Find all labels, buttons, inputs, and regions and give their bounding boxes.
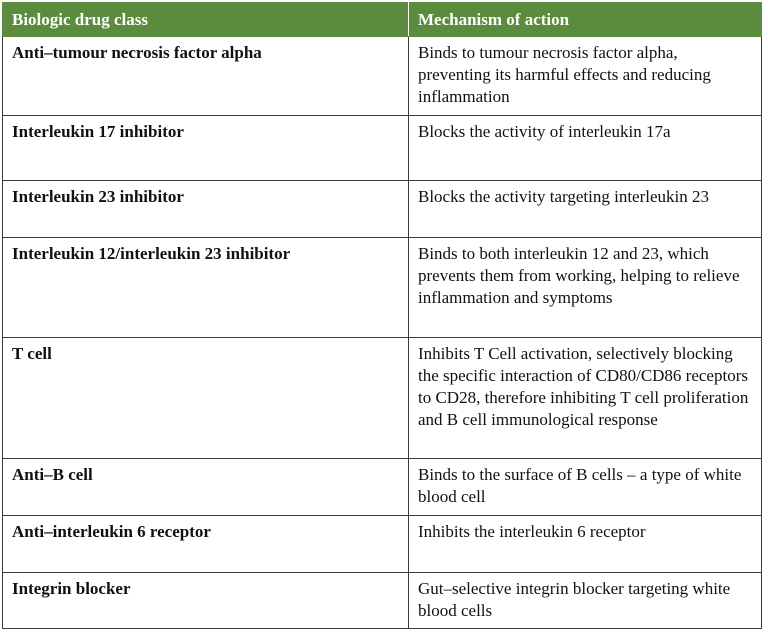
table-row: Anti–B cell Binds to the surface of B cel… [2, 458, 762, 516]
mechanism-cell: Blocks the activity of interleukin 17a [408, 115, 762, 181]
table-row: Interleukin 12/interleukin 23 inhibitor B… [2, 237, 762, 338]
header-cell: Mechanism of action [408, 2, 762, 37]
mechanism-cell: Inhibits the interleukin 6 receptor [408, 515, 762, 573]
mechanism-cell: Binds to both interleukin 12 and 23, whi… [408, 237, 762, 338]
mechanism-cell: Binds to the surface of B cells – a type… [408, 458, 762, 516]
mechanism-cell: Binds to tumour necrosis factor alpha, p… [408, 36, 762, 116]
table-body: Anti–tumour necrosis factor alpha Binds t… [2, 36, 762, 629]
drug-class-cell: Anti–tumour necrosis factor alpha [2, 36, 409, 116]
table-row: Interleukin 17 inhibitor Blocks the activ… [2, 115, 762, 181]
drug-class-cell: Interleukin 17 inhibitor [2, 115, 409, 181]
header-cell: Biologic drug class [2, 2, 409, 37]
mechanism-cell: Gut–selective integrin blocker targeting… [408, 572, 762, 629]
drug-class-cell: Interleukin 12/interleukin 23 inhibitor [2, 237, 409, 338]
drug-class-cell: Anti–B cell [2, 458, 409, 516]
drug-class-cell: Anti–interleukin 6 receptor [2, 515, 409, 573]
drug-class-cell: Interleukin 23 inhibitor [2, 180, 409, 238]
header-row: Biologic drug class Mechanism of action [2, 2, 762, 37]
table-row: Interleukin 23 inhibitor Blocks the activ… [2, 180, 762, 238]
drug-class-cell: Integrin blocker [2, 572, 409, 629]
mechanism-cell: Blocks the activity targeting interleuki… [408, 180, 762, 238]
table-row: T cell Inhibits T Cell activation, select… [2, 337, 762, 459]
drug-table: Biologic drug class Mechanism of action … [2, 2, 762, 629]
drug-class-cell: T cell [2, 337, 409, 459]
table-row: Anti–interleukin 6 receptor Inhibits the … [2, 515, 762, 573]
table-row: Integrin blocker Gut–selective integrin b… [2, 572, 762, 629]
mechanism-cell: Inhibits T Cell activation, selectively … [408, 337, 762, 459]
table-row: Anti–tumour necrosis factor alpha Binds t… [2, 36, 762, 116]
